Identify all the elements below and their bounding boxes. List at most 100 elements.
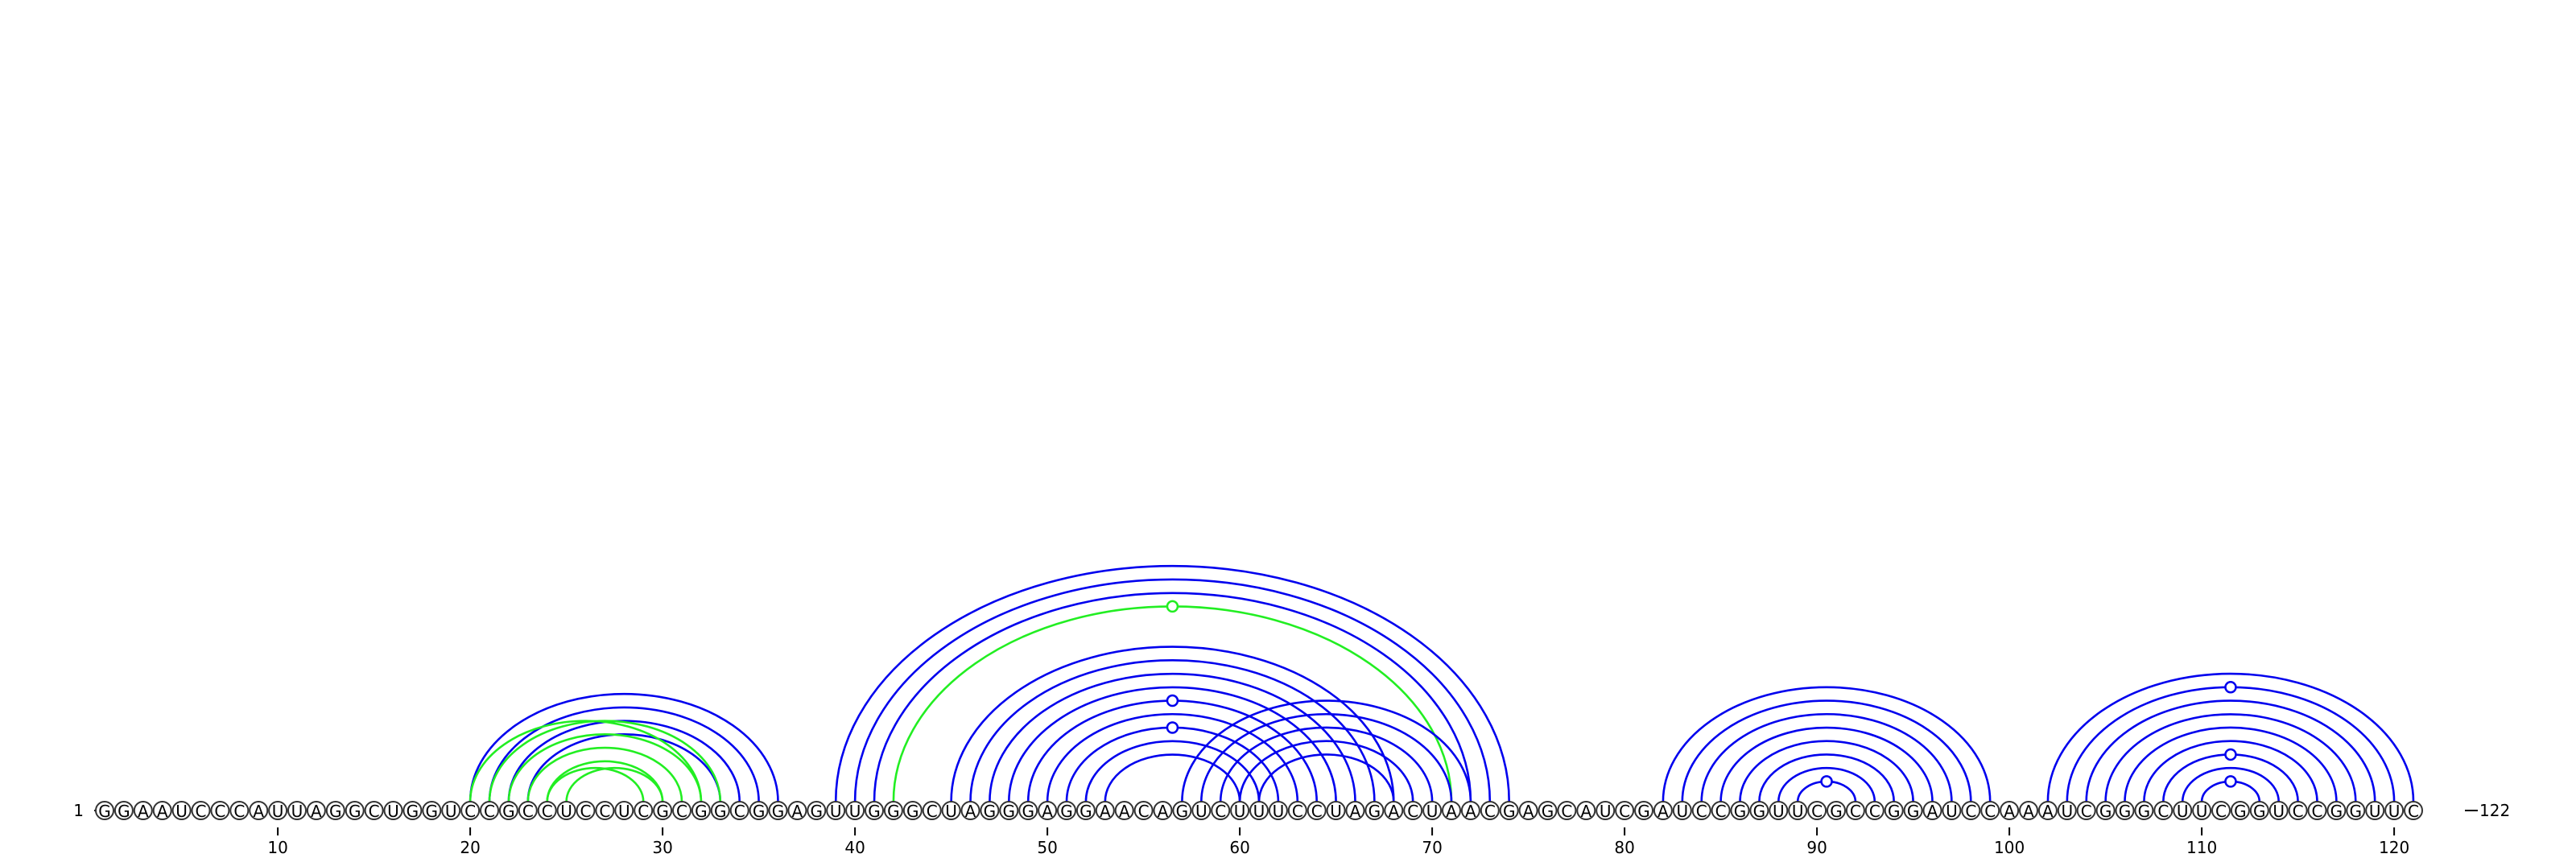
nucleotide: A xyxy=(1345,801,1365,821)
nucleotide-letter: C xyxy=(2408,802,2419,821)
nucleotide-circle xyxy=(2230,801,2250,820)
nucleotide-letter: A xyxy=(1446,802,1457,821)
nucleotide-circle xyxy=(1518,801,1538,820)
nucleotide-circle xyxy=(171,801,192,820)
nucleotide-circle xyxy=(306,801,326,820)
nucleotide-letter: A xyxy=(253,802,264,821)
nucleotide: A xyxy=(1153,801,1173,821)
axis-tick-label: 30 xyxy=(652,838,672,857)
nucleotide-circle xyxy=(1845,801,1865,820)
nucleotide-letter: G xyxy=(984,802,997,821)
nucleotide-letter: C xyxy=(1715,802,1727,821)
nucleotide: C xyxy=(1287,801,1307,821)
nucleotide-circle xyxy=(614,801,634,820)
nucleotide-circle xyxy=(460,801,481,820)
nucleotide-letter: G xyxy=(502,802,515,821)
nucleotide-circle xyxy=(1191,801,1212,820)
axis-tick-label: 110 xyxy=(2186,838,2217,857)
nucleotide-circle xyxy=(1364,801,1385,820)
nucleotide-circle xyxy=(1133,801,1154,820)
nucleotide-letter: C xyxy=(196,802,207,821)
base-pair-arc xyxy=(1046,713,1299,802)
nucleotide-circle xyxy=(1961,801,1981,820)
nucleotide-circle xyxy=(268,801,288,820)
nucleotide-letter: A xyxy=(1657,802,1669,821)
nucleotide-letter: A xyxy=(792,802,803,821)
nucleotide: C xyxy=(1403,801,1423,821)
position-axis: 10 20 30 40 50 60 70 80 90 100 110 120 xyxy=(267,827,2409,857)
nucleotide-circle xyxy=(2365,801,2385,820)
nucleotide-letter: U xyxy=(1773,802,1785,821)
nucleotide-letter: U xyxy=(1792,802,1804,821)
nucleotide-circle xyxy=(1576,801,1596,820)
nucleotide: C xyxy=(1211,801,1231,821)
nucleotide-circle xyxy=(691,801,711,820)
nucleotide-letter: G xyxy=(2350,802,2363,821)
nucleotide-letter: U xyxy=(1234,802,1246,821)
nucleotide-circle xyxy=(1980,801,2000,820)
nucleotide-circle xyxy=(1095,801,1115,820)
nucleotide: A xyxy=(1653,801,1673,821)
base-pair-arc xyxy=(969,659,1376,802)
nucleotide-letter: U xyxy=(2177,802,2189,821)
sequence-end-label: 122 xyxy=(2479,801,2510,820)
nucleotide-letter: G xyxy=(714,802,727,821)
nucleotide-circle xyxy=(1653,801,1673,820)
nucleotide: U xyxy=(2268,801,2289,821)
nucleotide: U xyxy=(171,801,192,821)
nucleotide-circle xyxy=(2173,801,2193,820)
nucleotide-letter: U xyxy=(618,802,630,821)
nucleotide: A xyxy=(1114,801,1134,821)
nucleotide: G xyxy=(999,801,1019,821)
nucleotide: C xyxy=(922,801,942,821)
nucleotide-circle xyxy=(845,801,865,820)
nucleotide-circle xyxy=(1057,801,1076,820)
nucleotide-circle xyxy=(287,801,307,820)
nucleotide: C xyxy=(518,801,538,821)
nucleotide: A xyxy=(2037,801,2058,821)
nucleotide-circle xyxy=(922,801,942,820)
nucleotide-circle xyxy=(576,801,596,820)
base-pair-arc xyxy=(2124,726,2338,802)
nucleotide: U xyxy=(1596,801,1616,821)
nucleotide: A xyxy=(1095,801,1115,821)
nucleotide: U xyxy=(383,801,403,821)
nucleotide: G xyxy=(1884,801,1904,821)
nucleotide: U xyxy=(2365,801,2385,821)
nucleotide-circle xyxy=(2288,801,2308,820)
nucleotide-letter: A xyxy=(1927,802,1938,821)
base-pair-arc xyxy=(1084,740,1261,802)
nucleotide: C xyxy=(1557,801,1577,821)
nucleotide-letter: A xyxy=(1350,802,1361,821)
nucleotide: C xyxy=(1961,801,1981,821)
nucleotide-letter: A xyxy=(157,802,168,821)
nucleotide-letter: C xyxy=(2215,802,2227,821)
nucleotide-circle xyxy=(1827,801,1846,820)
nucleotide-circle xyxy=(1596,801,1616,820)
nucleotide-circle xyxy=(1884,801,1904,820)
nucleotide: G xyxy=(768,801,788,821)
nucleotide: G xyxy=(1903,801,1923,821)
nucleotide-letter: G xyxy=(118,802,130,821)
nucleotide-circle xyxy=(2192,801,2212,820)
base-pair-arc xyxy=(488,720,722,802)
axis-tick-label: 60 xyxy=(1229,838,1249,857)
nucleotide-letter: G xyxy=(1003,802,1016,821)
nucleotide-circle xyxy=(1672,801,1692,820)
nucleotide-letter: C xyxy=(1965,802,1976,821)
nucleotide: C xyxy=(1133,801,1154,821)
nucleotide-letter: G xyxy=(349,802,361,821)
nucleotide-circle xyxy=(672,801,691,820)
nucleotide-letter: U xyxy=(1253,802,1265,821)
nucleotide: U xyxy=(1326,801,1346,821)
nucleotide-circle xyxy=(114,801,134,820)
nucleotide: C xyxy=(364,801,384,821)
nucleotide-letter: A xyxy=(2042,802,2054,821)
nucleotide-circle xyxy=(749,801,769,820)
base-pair-arcs xyxy=(469,564,2415,802)
nucleotide-circle xyxy=(1903,801,1923,820)
nucleotide-letter: G xyxy=(98,802,111,821)
nucleotide-circle xyxy=(95,801,114,820)
nucleotide-letter: G xyxy=(656,802,669,821)
